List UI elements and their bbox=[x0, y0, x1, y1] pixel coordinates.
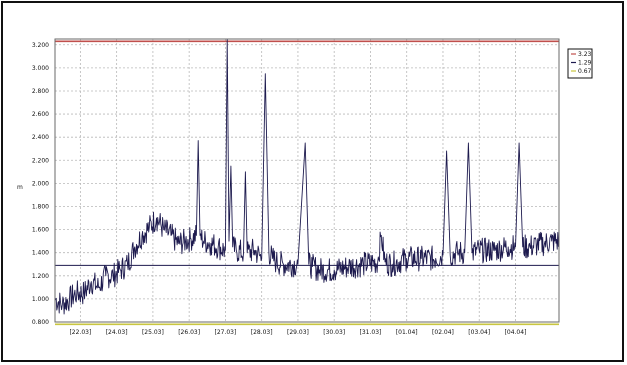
y-tick-label: 0.800 bbox=[32, 319, 49, 326]
legend-entry: 3.23 bbox=[578, 51, 592, 58]
chart-canvas: 0.800 1.000 1.200 1.400 1.600 1.800 2.000 2.200… bbox=[17, 38, 593, 336]
y-tick-label: 1.400 bbox=[32, 250, 49, 257]
y-tick-label: 3.000 bbox=[32, 65, 49, 72]
grid-layer bbox=[55, 39, 559, 323]
legend: 3.23 1.290.67 bbox=[567, 48, 593, 79]
y-tick-label: 2.200 bbox=[32, 157, 49, 164]
x-tick-label: [28.03] bbox=[251, 329, 273, 336]
plot-area bbox=[54, 38, 560, 323]
x-tick-label: [01.04] bbox=[396, 329, 418, 336]
y-tick-label: 1.800 bbox=[32, 203, 49, 210]
y-tick-label: 3.200 bbox=[32, 42, 49, 49]
y-axis-ticks: 0.800 1.000 1.200 1.400 1.600 1.800 2.000 2.200… bbox=[32, 42, 49, 326]
x-tick-label: [31.03] bbox=[360, 329, 382, 336]
y-tick-label: 2.800 bbox=[32, 88, 49, 95]
x-axis-ticks: [22.03] [24.03] [25.03] [26.03] [27.03] [28.0… bbox=[69, 329, 526, 336]
y-tick-label: 1.600 bbox=[32, 227, 49, 234]
legend-entry: 0.67 bbox=[578, 68, 592, 75]
legend-entry: 1.29 bbox=[578, 60, 592, 67]
y-axis-label: m bbox=[17, 184, 23, 191]
y-tick-label: 2.400 bbox=[32, 134, 49, 141]
x-tick-label: [04.04] bbox=[505, 329, 527, 336]
x-tick-label: [22.03] bbox=[69, 329, 91, 336]
y-tick-label: 1.200 bbox=[32, 273, 49, 280]
x-tick-label: [30.03] bbox=[323, 329, 345, 336]
x-tick-label: [03.04] bbox=[468, 329, 490, 336]
x-tick-label: [27.03] bbox=[214, 329, 236, 336]
x-tick-label: [29.03] bbox=[287, 329, 309, 336]
y-tick-label: 1.000 bbox=[32, 296, 49, 303]
series-line bbox=[54, 38, 560, 315]
x-tick-label: [25.03] bbox=[142, 329, 164, 336]
series-layer bbox=[54, 38, 560, 315]
x-tick-label: [24.03] bbox=[106, 329, 128, 336]
x-tick-label: [26.03] bbox=[178, 329, 200, 336]
x-tick-label: [02.04] bbox=[432, 329, 454, 336]
reference-lines bbox=[55, 40, 559, 326]
y-tick-label: 2.600 bbox=[32, 111, 49, 118]
y-tick-label: 2.000 bbox=[32, 180, 49, 187]
